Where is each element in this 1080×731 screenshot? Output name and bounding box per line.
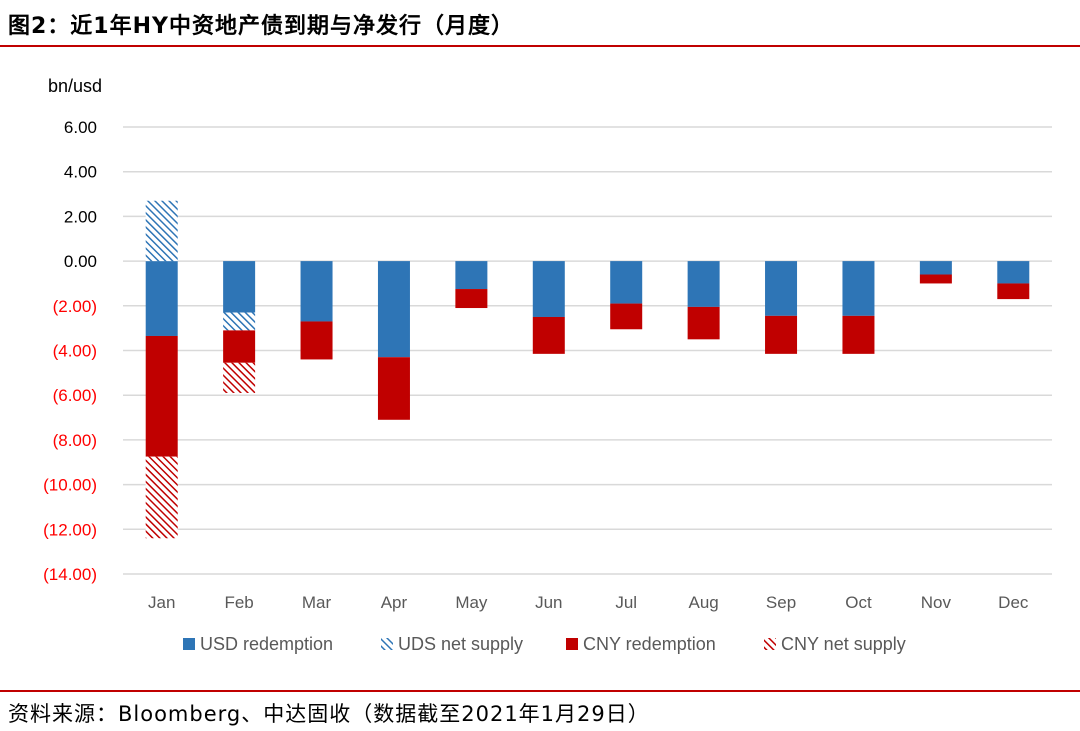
legend-label-cny_red: CNY redemption bbox=[583, 634, 716, 654]
y-tick-label: (8.00) bbox=[53, 431, 97, 450]
x-tick-label: May bbox=[455, 593, 488, 612]
y-tick-label: (10.00) bbox=[43, 476, 97, 495]
y-tick-label: 6.00 bbox=[64, 118, 97, 137]
bar-usd_net-jan bbox=[145, 200, 178, 262]
legend-swatch-cny_net bbox=[764, 638, 776, 650]
bar-usd_net-feb bbox=[223, 312, 256, 331]
bar-cny_red-oct bbox=[842, 315, 875, 354]
legend-label-usd_red: USD redemption bbox=[200, 634, 333, 654]
bar-chart: bn/usd 6.00 4.00 2.00 0.00 (2.00) (4.00) (6.00… bbox=[43, 76, 1052, 654]
bar-usd_red-apr bbox=[377, 261, 410, 358]
bar-cny_net-feb bbox=[223, 362, 256, 393]
legend-swatch-usd_red bbox=[183, 638, 195, 650]
bar-cny_red-nov bbox=[919, 274, 952, 284]
bar-usd_red-oct bbox=[842, 261, 875, 316]
x-tick-label: Dec bbox=[998, 593, 1029, 612]
bar-usd_red-jan bbox=[145, 261, 178, 336]
bar-usd_red-may bbox=[455, 261, 488, 290]
source-note: 资料来源：Bloomberg、中达固收（数据截至2021年1月29日） bbox=[8, 702, 650, 726]
bar-cny_red-jun bbox=[532, 316, 565, 354]
y-tick-label: (2.00) bbox=[53, 297, 97, 316]
x-tick-label: Aug bbox=[689, 593, 719, 612]
legend-swatch-cny_red bbox=[566, 638, 578, 650]
x-tick-label: Sep bbox=[766, 593, 796, 612]
legend-label-usd_net: UDS net supply bbox=[398, 634, 523, 654]
source-divider bbox=[0, 690, 1080, 692]
y-tick-label: (14.00) bbox=[43, 565, 97, 584]
x-tick-label: Mar bbox=[302, 593, 332, 612]
y-axis-unit-label: bn/usd bbox=[48, 76, 102, 96]
x-tick-label: Feb bbox=[224, 593, 253, 612]
bar-usd_red-aug bbox=[687, 261, 720, 307]
x-tick-label: Apr bbox=[381, 593, 408, 612]
x-tick-label: Jun bbox=[535, 593, 562, 612]
bar-cny_red-mar bbox=[300, 321, 333, 360]
x-tick-label: Jan bbox=[148, 593, 175, 612]
bar-cny_red-feb bbox=[223, 330, 256, 363]
title-underline bbox=[0, 45, 1080, 47]
bar-cny_red-aug bbox=[687, 306, 720, 340]
x-tick-label: Jul bbox=[615, 593, 637, 612]
y-tick-label: 0.00 bbox=[64, 252, 97, 271]
y-tick-label: 4.00 bbox=[64, 163, 97, 182]
bar-cny_red-apr bbox=[377, 357, 410, 420]
bar-usd_red-mar bbox=[300, 261, 333, 322]
y-tick-label: 2.00 bbox=[64, 207, 97, 226]
bar-cny_red-may bbox=[455, 289, 488, 309]
bar-cny_red-jan bbox=[145, 335, 178, 457]
y-tick-label: (4.00) bbox=[53, 342, 97, 361]
chart-title: 图2：近1年HY中资地产债到期与净发行（月度） bbox=[8, 14, 514, 39]
bar-usd_red-sep bbox=[765, 261, 798, 316]
bar-usd_red-feb bbox=[223, 261, 256, 313]
bar-usd_red-nov bbox=[919, 261, 952, 275]
y-tick-label: (6.00) bbox=[53, 386, 97, 405]
legend-label-cny_net: CNY net supply bbox=[781, 634, 906, 654]
bar-usd_red-jul bbox=[610, 261, 643, 304]
bar-cny_red-jul bbox=[610, 303, 643, 330]
bar-usd_red-dec bbox=[997, 261, 1030, 284]
bar-cny_net-jan bbox=[145, 456, 178, 539]
bar-usd_red-jun bbox=[532, 261, 565, 317]
x-tick-label: Oct bbox=[845, 593, 872, 612]
bar-cny_red-dec bbox=[997, 283, 1030, 300]
x-tick-label: Nov bbox=[921, 593, 952, 612]
legend-swatch-usd_net bbox=[381, 638, 393, 650]
bar-cny_red-sep bbox=[765, 315, 798, 354]
y-tick-label: (12.00) bbox=[43, 520, 97, 539]
